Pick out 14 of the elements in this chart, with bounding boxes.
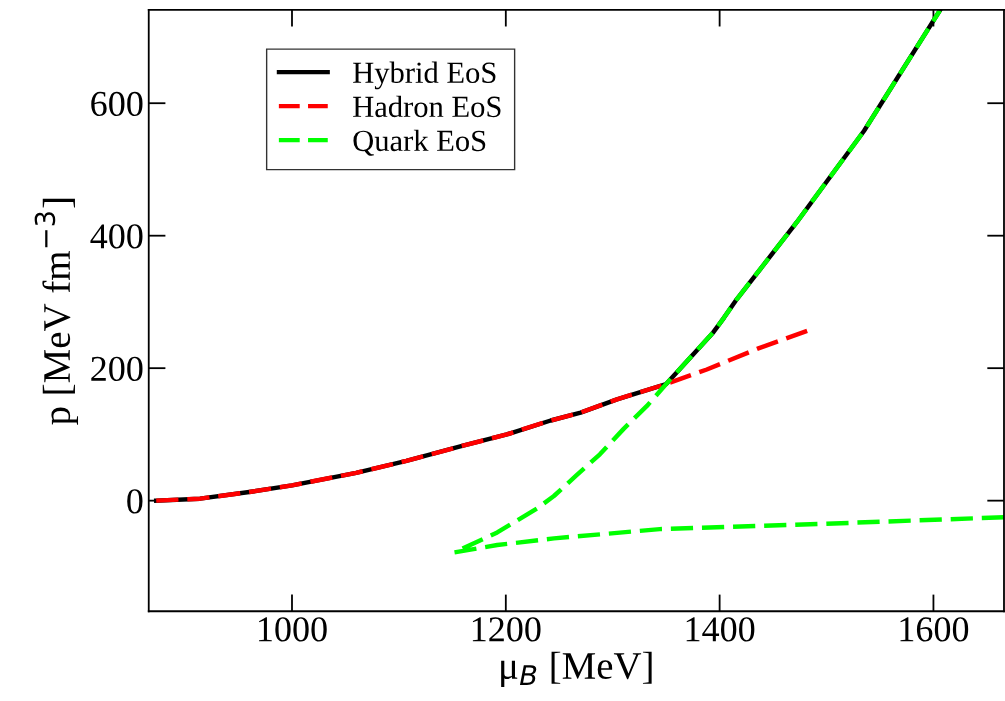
x-tick-label: 1600 (900, 617, 969, 642)
x-tick-label: 1000 (259, 617, 327, 642)
y-tick-label: 400 (90, 224, 143, 249)
legend-label: Hadron EoS (353, 95, 501, 118)
x-tick-label: 1200 (472, 617, 541, 642)
y-tick-label: 600 (91, 91, 143, 117)
x-axis-title: μ$_{B}$ [MeV] (501, 651, 652, 687)
x-tick-label: 1400 (686, 617, 755, 642)
y-tick-label: 0 (127, 489, 143, 514)
legend-label: Hybrid EoS (353, 61, 496, 90)
y-tick-label: 200 (91, 356, 143, 382)
line-series (154, 328, 811, 503)
legend-label: Quark EoS (353, 129, 486, 156)
y-axis-title: p [MeV fm$^{−3}$] (34, 198, 79, 425)
